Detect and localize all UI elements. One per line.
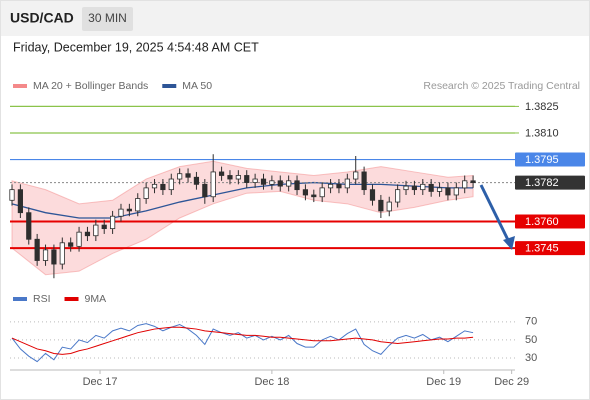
candle-body bbox=[302, 189, 309, 196]
symbol: USD/CAD bbox=[10, 10, 74, 26]
candle-body bbox=[193, 176, 200, 185]
candle-body bbox=[110, 215, 116, 230]
level-label-box bbox=[515, 214, 585, 229]
candle-body bbox=[294, 180, 300, 191]
level-label-box bbox=[515, 241, 585, 256]
candle-body bbox=[269, 180, 275, 185]
candle-body bbox=[311, 194, 317, 198]
timeframe-badge[interactable] bbox=[82, 7, 133, 31]
plot: 1.3825 1.3810 1.3795 1.3782 1.3760 1.3745 Dec … bbox=[9, 80, 585, 388]
legend-label: MA 20 + Bollinger Bands bbox=[33, 80, 148, 92]
candle-body bbox=[210, 171, 216, 198]
level-label: 1.3825 bbox=[525, 101, 559, 113]
candle-body bbox=[218, 171, 225, 176]
candle-body bbox=[135, 198, 141, 212]
level-label: 1.3745 bbox=[525, 243, 559, 255]
y-tick-label: 70 bbox=[525, 316, 537, 328]
candle-body bbox=[235, 175, 241, 180]
candle-body bbox=[17, 189, 23, 214]
level-label-tick bbox=[515, 132, 519, 134]
candle-body bbox=[252, 178, 258, 183]
y-tick-label: 30 bbox=[525, 352, 537, 364]
legend-swatch bbox=[162, 84, 177, 88]
candle-body bbox=[59, 242, 65, 265]
candle-body bbox=[260, 178, 267, 185]
candle-body bbox=[177, 173, 183, 180]
bollinger-band bbox=[11, 160, 474, 276]
candle-body bbox=[369, 189, 376, 201]
rsi-line bbox=[11, 326, 474, 355]
candle-body bbox=[84, 231, 91, 237]
x-tick-label: Dec 19 bbox=[426, 376, 461, 388]
candle-body bbox=[93, 224, 99, 237]
candle-body bbox=[336, 183, 342, 189]
legend-swatch bbox=[13, 297, 27, 301]
y-tick-label: 50 bbox=[525, 334, 537, 346]
candle-body bbox=[403, 185, 409, 191]
legend-swatch bbox=[13, 84, 27, 88]
level-label: 1.3810 bbox=[525, 127, 559, 139]
datetime: Friday, December 19, 2025 4:54:48 AM CET bbox=[13, 40, 259, 54]
timeframe[interactable]: 30 MIN bbox=[88, 11, 127, 25]
candle-body bbox=[26, 212, 32, 240]
legend-label: 9MA bbox=[85, 293, 107, 305]
candle-body bbox=[361, 171, 367, 191]
candle-body bbox=[42, 249, 49, 261]
candle-body bbox=[185, 173, 191, 178]
candle-body bbox=[9, 189, 15, 201]
candle-body bbox=[244, 175, 250, 183]
candle-body bbox=[286, 180, 292, 187]
level-label: 1.3795 bbox=[525, 154, 559, 166]
candle-body bbox=[76, 231, 82, 247]
candle-body bbox=[51, 249, 57, 265]
candle-body bbox=[202, 183, 208, 198]
level-label: 1.3782 bbox=[525, 177, 559, 189]
candle-body bbox=[160, 183, 166, 191]
candle-body bbox=[470, 180, 476, 183]
level-label-box bbox=[515, 152, 585, 167]
forecast-arrowhead bbox=[503, 236, 515, 250]
candle-body bbox=[386, 201, 392, 212]
candle-body bbox=[126, 208, 132, 212]
level-label-tick bbox=[515, 105, 519, 107]
x-tick-label: Dec 18 bbox=[254, 376, 289, 388]
candle-body bbox=[101, 224, 107, 230]
candle-body bbox=[118, 208, 124, 217]
x-tick-label: Dec 29 bbox=[494, 376, 529, 388]
candle-body bbox=[344, 178, 350, 189]
candle-body bbox=[327, 183, 334, 189]
candle-body bbox=[462, 180, 468, 189]
candle-body bbox=[445, 187, 451, 196]
legend-label: RSI bbox=[33, 293, 51, 305]
x-tick-label: Dec 17 bbox=[83, 376, 118, 388]
candle-body bbox=[319, 187, 325, 198]
legend-label: MA 50 bbox=[182, 80, 212, 92]
candle-body bbox=[353, 171, 359, 180]
candle-body bbox=[143, 187, 149, 199]
candle-body bbox=[378, 199, 384, 212]
legend-swatch bbox=[64, 297, 79, 301]
candle-body bbox=[395, 189, 401, 203]
level-label-box bbox=[515, 175, 585, 190]
candle-body bbox=[68, 242, 74, 247]
source: Research © 2025 Trading Central bbox=[423, 80, 580, 92]
candle-body bbox=[428, 183, 434, 192]
candle-body bbox=[436, 187, 443, 192]
candle-body bbox=[151, 183, 158, 189]
candle-body bbox=[34, 238, 40, 261]
candle-body bbox=[227, 175, 233, 180]
candle-body bbox=[420, 183, 426, 191]
candle-body bbox=[168, 178, 174, 191]
candle-body bbox=[453, 187, 459, 196]
level-label: 1.3760 bbox=[525, 216, 559, 228]
candle-body bbox=[411, 185, 418, 191]
candle-body bbox=[277, 180, 283, 187]
forecast-arrow bbox=[479, 184, 511, 243]
